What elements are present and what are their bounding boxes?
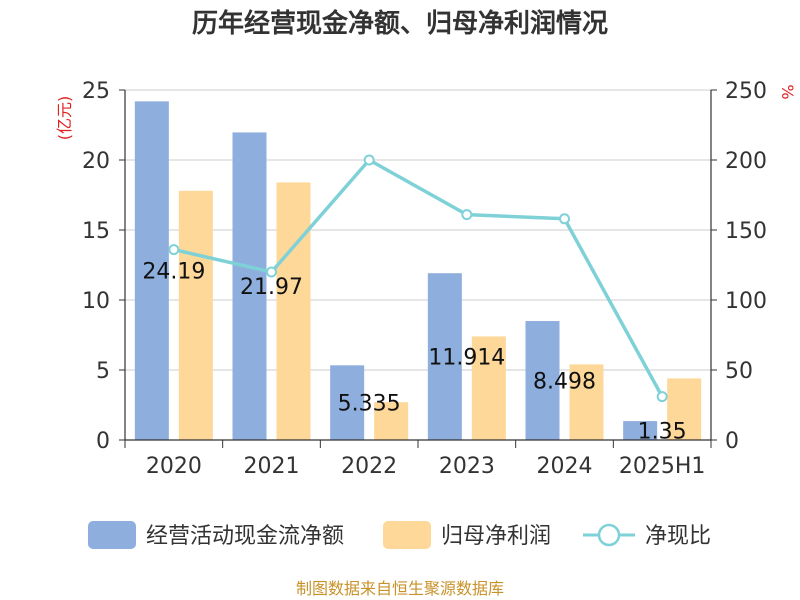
ratio-point [559, 213, 570, 225]
y-left-tick-label: 20 [82, 149, 110, 174]
bar-cashflow [232, 132, 267, 441]
bar-netprofit [667, 378, 702, 440]
bar-cashflow [525, 321, 560, 440]
legend-marker [597, 523, 621, 547]
bar-netprofit [178, 190, 213, 440]
y-right-tick-label: 50 [725, 359, 753, 384]
legend-swatch [88, 521, 136, 549]
ratio-line-path [173, 158, 664, 398]
data-labels: 24.19 21.97 5.335 11.914 8.498 1.35 [142, 260, 686, 445]
ratio-line [168, 154, 668, 403]
y-right-tick-label: 150 [725, 219, 767, 244]
bar-data-label: 21.97 [240, 275, 303, 300]
legend-label: 经营活动现金流净额 [146, 524, 344, 549]
bars [134, 101, 702, 441]
y-left-unit: (亿元) [55, 96, 74, 141]
bar-data-label: 11.914 [428, 346, 505, 371]
bar-netprofit [471, 336, 506, 440]
y-left-tick-label: 15 [82, 219, 110, 244]
ratio-point [656, 391, 668, 403]
x-tick-label: 2025H1 [619, 454, 706, 479]
y-left-tick-label: 5 [96, 359, 110, 384]
axes [119, 89, 717, 448]
bar-cashflow [330, 365, 365, 440]
bar-data-label: 1.35 [638, 420, 687, 445]
y-left-tick-label: 10 [82, 289, 110, 314]
bar-data-label: 8.498 [533, 370, 596, 395]
bar-cashflow [623, 421, 658, 440]
bar-cashflow [427, 273, 462, 440]
bar-data-label: 24.19 [142, 260, 205, 285]
legend: 经营活动现金流净额 归母净利润 净现比 [88, 521, 711, 549]
ratio-point [266, 266, 277, 278]
ratio-point [363, 154, 375, 166]
y-right-tick-label: 250 [725, 79, 767, 104]
bar-cashflow [134, 101, 169, 440]
source-note: 制图数据来自恒生聚源数据库 [296, 579, 504, 598]
x-tick-label: 2022 [341, 454, 397, 479]
y-right-unit: % [778, 84, 797, 99]
x-tick-label: 2024 [537, 454, 593, 479]
bar-netprofit [374, 402, 409, 440]
legend-swatch [383, 521, 431, 549]
y-left-tick-label: 25 [82, 79, 110, 104]
x-tick-label: 2023 [439, 454, 495, 479]
bar-netprofit [276, 182, 311, 440]
y-right-tick-label: 0 [725, 429, 739, 454]
gridlines [125, 89, 711, 371]
x-tick-label: 2021 [244, 454, 300, 479]
bar-netprofit [569, 364, 604, 440]
ratio-point [461, 209, 473, 221]
ratio-point [168, 244, 180, 256]
chart-title: 历年经营现金净额、归母净利润情况 [192, 8, 608, 39]
y-right-tick-label: 200 [725, 149, 767, 174]
legend-label: 归母净利润 [441, 524, 551, 549]
legend-label: 净现比 [645, 524, 711, 549]
y-left-tick-label: 0 [96, 429, 110, 454]
x-tick-label: 2020 [146, 454, 202, 479]
bar-data-label: 5.335 [338, 392, 401, 417]
y-right-tick-label: 100 [725, 289, 767, 314]
